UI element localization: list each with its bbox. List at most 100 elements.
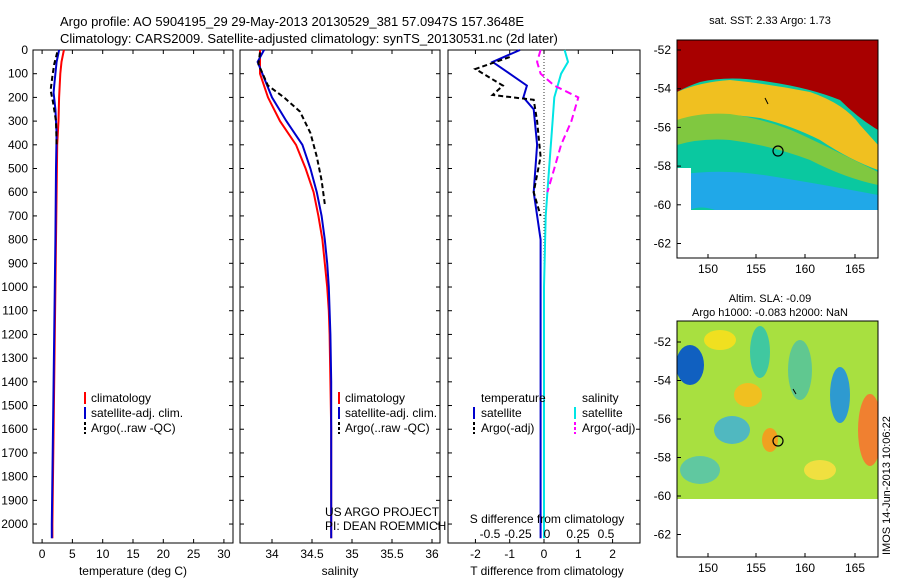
salinity-depth-ticks bbox=[240, 49, 440, 525]
argo-location-marker-sla bbox=[772, 435, 784, 447]
sla-low-west bbox=[677, 345, 704, 385]
y-tick-label: 1600 bbox=[1, 422, 28, 436]
map-y-tick-label: -60 bbox=[654, 489, 672, 503]
salinity-difference-ticks: -0.5 -0.25 0 0.25 0.5 bbox=[480, 527, 615, 541]
y-tick-label: 1500 bbox=[1, 399, 28, 413]
salinity-series bbox=[256, 49, 333, 539]
difference-x-axis: -2 -1 0 1 2 bbox=[470, 50, 616, 561]
map-x-tick-label: 160 bbox=[795, 561, 815, 575]
x-tick-label: 15 bbox=[126, 547, 140, 561]
series-line-salinity-argo-adj- bbox=[536, 49, 580, 193]
map-y-tick-label: -58 bbox=[654, 451, 672, 465]
sst-map-title: sat. SST: 2.33 Argo: 1.73 bbox=[709, 15, 831, 27]
sst-coast-gap bbox=[677, 168, 691, 210]
s-tick-label: 0.25 bbox=[566, 527, 590, 541]
sst-map: sat. SST: 2.33 Argo: 1.73 150 155 160 165 -5… bbox=[654, 15, 879, 276]
y-tick-label: 1000 bbox=[1, 280, 28, 294]
salinity-x-axis: 34 34.5 35 35.5 36 bbox=[265, 50, 439, 561]
x-tick-label: 36 bbox=[425, 547, 439, 561]
y-tick-label: 800 bbox=[8, 233, 28, 247]
pi-annotation: PI: DEAN ROEMMICH bbox=[325, 519, 446, 533]
y-tick-label: 200 bbox=[8, 90, 28, 104]
project-annotation: US ARGO PROJECT bbox=[325, 505, 440, 519]
sla-high-4 bbox=[804, 460, 836, 480]
y-tick-label: 0 bbox=[21, 43, 28, 57]
y-tick-label: 600 bbox=[8, 185, 28, 199]
legend-argo: Argo(..raw -QC) bbox=[91, 421, 176, 435]
sla-map-ticks: 150 155 160 165 -52 -54 -56 -58 -60 -62 bbox=[654, 335, 866, 575]
series-line-satellite-adj-clim- bbox=[50, 49, 61, 539]
s-difference-label: S difference from climatology bbox=[470, 512, 625, 526]
y-tick-label: 1200 bbox=[1, 327, 28, 341]
argo-location-marker bbox=[772, 145, 784, 157]
salinity-xlabel: salinity bbox=[322, 564, 359, 578]
map-x-tick-label: 165 bbox=[845, 262, 865, 276]
legend-climatology: climatology bbox=[345, 391, 405, 405]
x-tick-label: 1 bbox=[575, 547, 582, 561]
legend-s-satellite: satellite bbox=[582, 406, 623, 420]
legend-temperature-title: temperature bbox=[481, 391, 546, 405]
series-line-temperature-argo-adj- bbox=[473, 56, 542, 217]
x-tick-label: 20 bbox=[157, 547, 171, 561]
imos-footer: IMOS 14-Jun-2013 10:06:22 bbox=[881, 416, 893, 555]
salinity-axes-frame bbox=[239, 49, 441, 544]
temperature-legend: climatology satellite-adj. clim. Argo(..… bbox=[84, 391, 183, 435]
difference-legend: temperature satellite Argo(-adj) salinit… bbox=[473, 391, 635, 435]
series-line-argo-raw-qc- bbox=[257, 52, 326, 205]
x-tick-label: -2 bbox=[470, 547, 481, 561]
sla-low-1 bbox=[750, 326, 770, 378]
map-x-tick-label: 155 bbox=[746, 561, 766, 575]
y-tick-label: 2000 bbox=[1, 517, 28, 531]
sla-map-subtitle: Argo h1000: -0.083 h2000: NaN bbox=[692, 307, 848, 319]
series-line-temperature-satellite bbox=[490, 49, 542, 539]
map-y-tick-label: -54 bbox=[654, 374, 672, 388]
map-y-tick-label: -56 bbox=[654, 120, 672, 134]
sla-high-3 bbox=[762, 428, 778, 452]
x-tick-label: 10 bbox=[96, 547, 110, 561]
map-x-tick-label: 160 bbox=[795, 262, 815, 276]
y-tick-label: 900 bbox=[8, 256, 28, 270]
legend-salinity-title: salinity bbox=[582, 391, 619, 405]
sla-low-4 bbox=[830, 367, 850, 423]
y-tick-label: 500 bbox=[8, 162, 28, 176]
y-tick-label: 1300 bbox=[1, 351, 28, 365]
temperature-series bbox=[49, 49, 65, 539]
map-x-tick-label: 150 bbox=[698, 262, 718, 276]
sla-no-data bbox=[677, 499, 878, 557]
depth-axis: 0 100 200 300 400 500 600 700 800 900 1000 1100 1200… bbox=[1, 43, 233, 531]
map-y-tick-label: -60 bbox=[654, 198, 672, 212]
difference-panel: -2 -1 0 1 2 S difference from climatology T … bbox=[447, 49, 641, 578]
float-track-mark-sla bbox=[792, 388, 797, 395]
sla-map: Altim. SLA: -0.09 Argo h1000: -0.083 h20… bbox=[654, 293, 879, 575]
y-tick-label: 400 bbox=[8, 138, 28, 152]
sla-low-5 bbox=[680, 456, 720, 484]
sst-warm-band bbox=[677, 80, 878, 170]
legend-t-satellite: satellite bbox=[481, 406, 522, 420]
salinity-panel: 34 34.5 35 35.5 36 salinity climatology sate… bbox=[239, 49, 446, 578]
map-y-tick-label: -62 bbox=[654, 528, 672, 542]
legend-climatology: climatology bbox=[91, 391, 151, 405]
map-y-tick-label: -62 bbox=[654, 237, 672, 251]
s-tick-label: -0.5 bbox=[480, 527, 501, 541]
x-tick-label: 0 bbox=[541, 547, 548, 561]
sla-low-2 bbox=[714, 416, 750, 444]
x-tick-label: 5 bbox=[69, 547, 76, 561]
map-y-tick-label: -54 bbox=[654, 82, 672, 96]
salinity-legend: climatology satellite-adj. clim. Argo(..… bbox=[338, 391, 437, 435]
sla-map-frame bbox=[676, 320, 879, 558]
temperature-xlabel: temperature (deg C) bbox=[79, 564, 187, 578]
temperature-panel: 0100200300400500600700800900100011001200… bbox=[1, 43, 234, 578]
x-tick-label: 35.5 bbox=[380, 547, 404, 561]
x-tick-label: -1 bbox=[504, 547, 515, 561]
sla-field bbox=[677, 321, 878, 557]
map-x-tick-label: 155 bbox=[746, 262, 766, 276]
sla-map-title: Altim. SLA: -0.09 bbox=[729, 293, 812, 305]
series-line-argo-raw-qc- bbox=[49, 52, 59, 145]
sst-warm-region bbox=[677, 40, 878, 130]
map-x-tick-label: 150 bbox=[698, 561, 718, 575]
temperature-x-axis: 0 5 10 15 20 25 30 bbox=[39, 50, 231, 561]
legend-satellite: satellite-adj. clim. bbox=[91, 406, 183, 420]
legend-argo: Argo(..raw -QC) bbox=[345, 421, 430, 435]
series-line-satellite-adj-clim- bbox=[256, 49, 333, 539]
